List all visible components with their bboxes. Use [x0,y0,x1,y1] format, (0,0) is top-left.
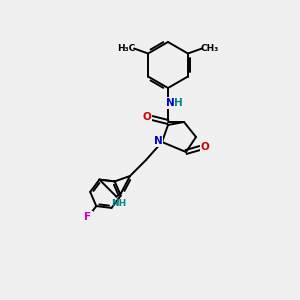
Text: H: H [174,98,182,108]
Text: F: F [84,212,92,222]
Text: N: N [166,98,174,108]
Text: O: O [142,112,152,122]
Text: O: O [201,142,209,152]
Text: CH₃: CH₃ [201,44,219,53]
Text: NH: NH [111,199,126,208]
Text: N: N [154,136,162,146]
Text: H₃C: H₃C [117,44,135,53]
